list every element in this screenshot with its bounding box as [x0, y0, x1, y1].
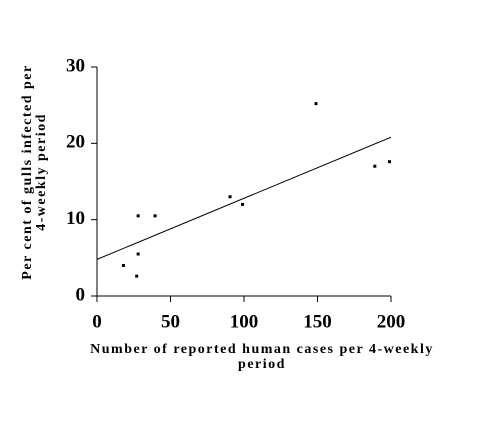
x-tick-label: 100: [230, 311, 259, 332]
point: [373, 164, 377, 168]
y-tick-label: 0: [76, 284, 86, 305]
x-axis-label: Number of reported human cases per 4-wee…: [90, 342, 434, 357]
point: [314, 102, 318, 106]
y-tick-label: 10: [66, 208, 85, 229]
x-tick-label: 200: [377, 311, 406, 332]
point: [241, 202, 245, 206]
point: [136, 252, 140, 256]
point: [135, 274, 139, 278]
y-axis-label: 4-weekly period: [34, 113, 49, 231]
y-axis-label: Per cent of gulls infected per: [20, 64, 35, 279]
x-tick-label: 50: [161, 311, 180, 332]
x-axis-label: period: [238, 357, 286, 372]
point: [228, 195, 232, 199]
point: [136, 214, 140, 218]
x-tick-label: 150: [303, 311, 332, 332]
point: [388, 160, 392, 164]
trend-line: [96, 136, 392, 260]
y-tick-label: 30: [66, 55, 85, 76]
y-tick-label: 20: [66, 132, 85, 153]
point: [153, 214, 157, 218]
x-tick-label: 0: [92, 311, 102, 332]
point: [121, 263, 125, 267]
